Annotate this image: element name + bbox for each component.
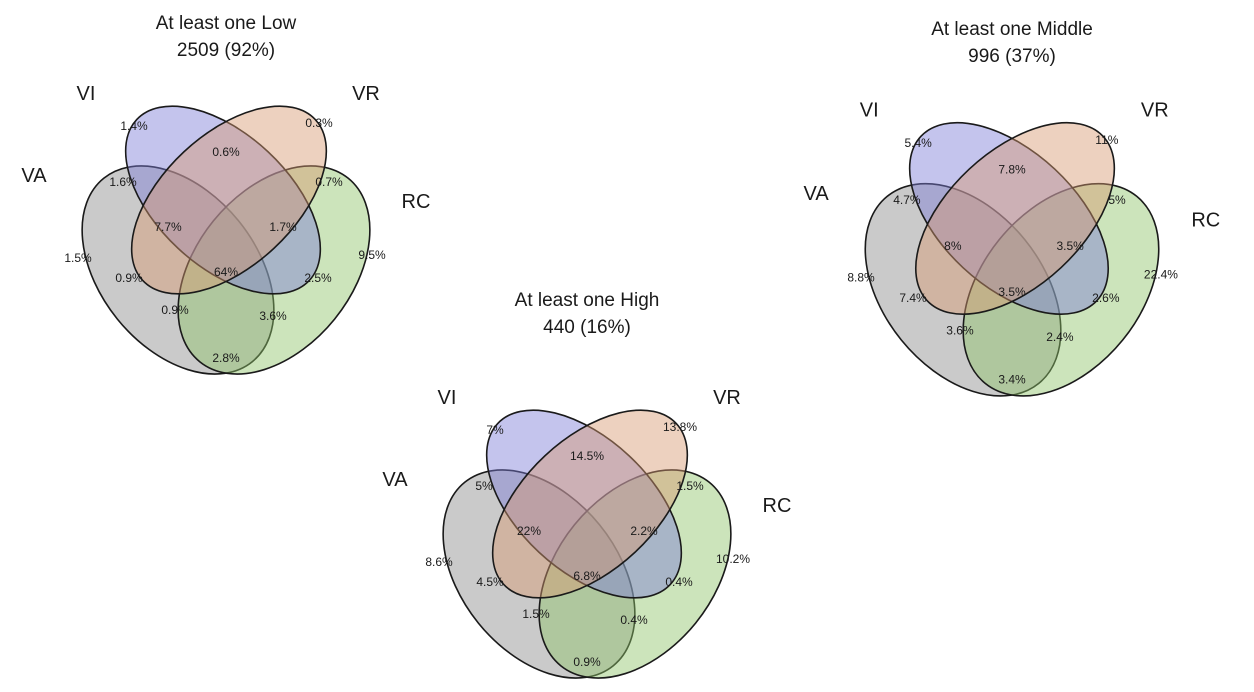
set-label-vr: VR [713, 387, 741, 409]
region-value-vi-vr: 14.5% [570, 449, 604, 463]
region-value-va-vi: 4.7% [893, 193, 921, 207]
set-label-va: VA [21, 165, 47, 187]
region-value-vi-only: 7% [486, 423, 504, 437]
region-value-vi-rc: 2.5% [304, 271, 332, 285]
region-value-va-only: 1.5% [64, 251, 92, 265]
region-value-vi-vr-rc: 1.7% [269, 220, 297, 234]
region-value-all: 6.8% [573, 569, 601, 583]
region-value-vi-vr: 0.6% [212, 145, 240, 159]
region-value-vi-rc: 0.4% [665, 575, 693, 589]
region-value-vi-only: 5.4% [904, 136, 932, 150]
region-value-va-only: 8.8% [847, 271, 875, 285]
region-value-va-vr: 4.5% [476, 575, 504, 589]
set-ellipse-va [442, 469, 636, 679]
region-value-vr-only: 13.8% [663, 420, 697, 434]
region-value-va-vi: 1.6% [109, 175, 137, 189]
set-ellipse-va [81, 165, 275, 375]
region-value-va-vi-rc: 2.4% [1046, 330, 1074, 344]
set-ellipse-rc [177, 165, 371, 375]
region-value-va-rc: 0.9% [573, 655, 601, 669]
set-ellipse-vi [908, 121, 1110, 315]
region-value-vr-rc: 1.5% [676, 479, 704, 493]
region-value-va-vi-vr: 8% [944, 239, 962, 253]
set-label-vi: VI [860, 99, 879, 121]
set-ellipse-vr [130, 105, 328, 295]
region-value-vi-vr-rc: 2.2% [630, 524, 658, 538]
set-ellipse-vr [491, 409, 689, 599]
set-ellipse-rc [538, 469, 732, 679]
region-value-va-vi-rc: 0.4% [620, 613, 648, 627]
set-ellipse-rc [962, 182, 1160, 397]
venn-title: At least one Middle [931, 19, 1093, 40]
region-value-rc-only: 22.4% [1144, 268, 1178, 282]
set-ellipse-vi [485, 409, 683, 599]
set-label-va: VA [382, 469, 408, 491]
venn-subtitle: 996 (37%) [968, 46, 1056, 67]
set-label-rc: RC [402, 191, 431, 213]
set-label-vr: VR [352, 83, 380, 105]
region-value-va-vi-rc: 3.6% [259, 309, 287, 323]
region-value-va-vi: 5% [475, 479, 493, 493]
region-value-vi-only: 1.4% [120, 119, 148, 133]
region-value-va-vr: 0.9% [115, 271, 143, 285]
region-value-vr-rc: 0.7% [315, 175, 343, 189]
region-value-rc-only: 9.5% [358, 248, 386, 262]
region-value-va-rc: 2.8% [212, 351, 240, 365]
set-ellipse-va [864, 182, 1062, 397]
region-value-va-vi-vr: 7.7% [154, 220, 182, 234]
set-label-vi: VI [77, 83, 96, 105]
region-value-va-only: 8.6% [425, 555, 453, 569]
set-ellipse-vr [914, 121, 1116, 315]
set-ellipse-vi [124, 105, 322, 295]
set-label-vr: VR [1141, 99, 1169, 121]
region-value-vi-vr: 7.8% [998, 162, 1026, 176]
venn-title: At least one Low [156, 13, 297, 34]
region-value-va-vr-rc: 0.9% [161, 303, 189, 317]
set-label-rc: RC [763, 495, 792, 517]
region-value-rc-only: 10.2% [716, 552, 750, 566]
region-value-va-vr-rc: 1.5% [522, 607, 550, 621]
region-value-va-vi-vr: 22% [517, 524, 541, 538]
set-label-va: VA [804, 183, 830, 205]
region-value-va-vr-rc: 3.6% [946, 324, 974, 338]
region-value-all: 64% [214, 265, 238, 279]
set-label-rc: RC [1191, 210, 1220, 232]
region-value-va-rc: 3.4% [998, 373, 1026, 387]
venn-diagram-low: At least one Low 2509 (92%) VA VI VR RC 1.5% 1.… [21, 13, 431, 375]
region-value-va-vr: 7.4% [899, 291, 927, 305]
venn-subtitle: 2509 (92%) [177, 40, 275, 61]
region-value-vr-only: 0.3% [305, 116, 333, 130]
venn-title: At least one High [515, 290, 660, 311]
venn-diagram-middle: At least one Middle 996 (37%) VA VI VR RC 8.8%… [804, 19, 1220, 397]
region-value-vi-rc: 2.6% [1092, 291, 1120, 305]
region-value-vr-rc: 5% [1108, 193, 1126, 207]
set-label-vi: VI [438, 387, 457, 409]
venn-subtitle: 440 (16%) [543, 317, 631, 338]
region-value-vr-only: 11% [1095, 133, 1118, 147]
venn-diagram-high: At least one High 440 (16%) VA VI VR RC 8.6% 7%… [382, 290, 792, 679]
region-value-vi-vr-rc: 3.5% [1056, 239, 1084, 253]
region-value-all: 3.5% [998, 285, 1026, 299]
